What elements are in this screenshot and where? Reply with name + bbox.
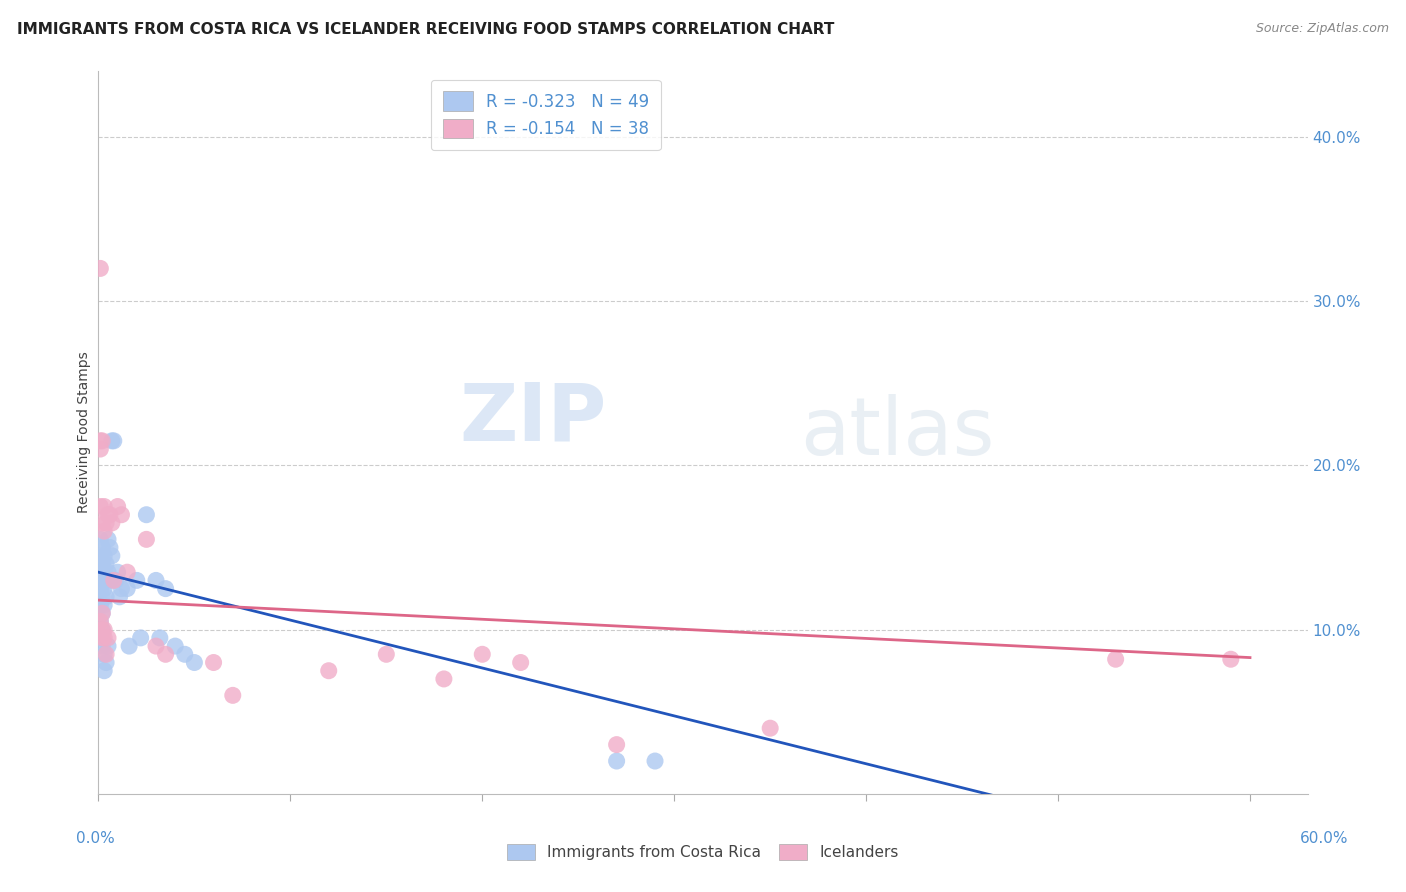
Point	[101, 549, 124, 563]
Point	[135, 533, 157, 547]
Point	[89, 434, 111, 448]
Point	[93, 524, 115, 538]
Text: atlas: atlas	[800, 393, 994, 472]
Point	[91, 623, 114, 637]
Point	[91, 607, 114, 621]
Point	[103, 574, 125, 588]
Text: 0.0%: 0.0%	[76, 831, 115, 847]
Point	[89, 442, 111, 456]
Point	[101, 434, 124, 448]
Legend: R = -0.323   N = 49, R = -0.154   N = 38: R = -0.323 N = 49, R = -0.154 N = 38	[430, 79, 661, 150]
Point	[115, 565, 138, 579]
Point	[98, 508, 121, 522]
Point	[145, 639, 167, 653]
Point	[91, 516, 114, 530]
Point	[110, 508, 132, 522]
Point	[202, 656, 225, 670]
Point	[94, 648, 117, 662]
Point	[1219, 652, 1241, 666]
Text: IMMIGRANTS FROM COSTA RICA VS ICELANDER RECEIVING FOOD STAMPS CORRELATION CHART: IMMIGRANTS FROM COSTA RICA VS ICELANDER …	[17, 22, 834, 37]
Point	[93, 648, 115, 662]
Point	[94, 656, 117, 670]
Point	[606, 738, 628, 752]
Point	[91, 639, 114, 653]
Point	[107, 565, 129, 579]
Point	[145, 574, 167, 588]
Point	[135, 508, 157, 522]
Point	[125, 574, 148, 588]
Point	[98, 541, 121, 555]
Point	[155, 648, 177, 662]
Point	[118, 639, 141, 653]
Text: Source: ZipAtlas.com: Source: ZipAtlas.com	[1256, 22, 1389, 36]
Point	[89, 631, 111, 645]
Point	[606, 754, 628, 768]
Point	[94, 516, 117, 530]
Point	[89, 500, 111, 514]
Point	[91, 541, 114, 555]
Point	[93, 565, 115, 579]
Point	[93, 664, 115, 678]
Point	[104, 574, 127, 588]
Point	[318, 664, 340, 678]
Point	[91, 434, 114, 448]
Point	[94, 574, 117, 588]
Text: 60.0%: 60.0%	[1301, 831, 1348, 847]
Point	[89, 533, 111, 547]
Point	[93, 631, 115, 645]
Point	[89, 549, 111, 563]
Point	[433, 672, 456, 686]
Point	[89, 582, 111, 596]
Point	[89, 615, 111, 629]
Point	[89, 565, 111, 579]
Point	[97, 533, 120, 547]
Point	[89, 261, 111, 276]
Point	[98, 574, 121, 588]
Point	[149, 631, 172, 645]
Point	[93, 582, 115, 596]
Y-axis label: Receiving Food Stamps: Receiving Food Stamps	[77, 351, 91, 514]
Point	[91, 574, 114, 588]
Point	[94, 590, 117, 604]
Text: ZIP: ZIP	[458, 379, 606, 458]
Point	[115, 582, 138, 596]
Point	[103, 434, 125, 448]
Point	[222, 689, 245, 703]
Point	[89, 615, 111, 629]
Point	[173, 648, 195, 662]
Point	[644, 754, 666, 768]
Point	[759, 721, 782, 735]
Point	[165, 639, 187, 653]
Point	[108, 590, 131, 604]
Point	[97, 508, 120, 522]
Point	[93, 500, 115, 514]
Point	[97, 565, 120, 579]
Point	[101, 516, 124, 530]
Point	[93, 623, 115, 637]
Point	[91, 607, 114, 621]
Point	[97, 639, 120, 653]
Point	[93, 598, 115, 612]
Point	[155, 582, 177, 596]
Point	[93, 549, 115, 563]
Legend: Immigrants from Costa Rica, Icelanders: Immigrants from Costa Rica, Icelanders	[502, 838, 904, 866]
Point	[91, 590, 114, 604]
Point	[110, 582, 132, 596]
Point	[1104, 652, 1126, 666]
Point	[91, 623, 114, 637]
Point	[107, 500, 129, 514]
Point	[183, 656, 205, 670]
Point	[94, 557, 117, 571]
Point	[89, 598, 111, 612]
Point	[91, 557, 114, 571]
Point	[97, 631, 120, 645]
Point	[129, 631, 152, 645]
Point	[509, 656, 531, 670]
Point	[91, 631, 114, 645]
Point	[471, 648, 494, 662]
Point	[375, 648, 398, 662]
